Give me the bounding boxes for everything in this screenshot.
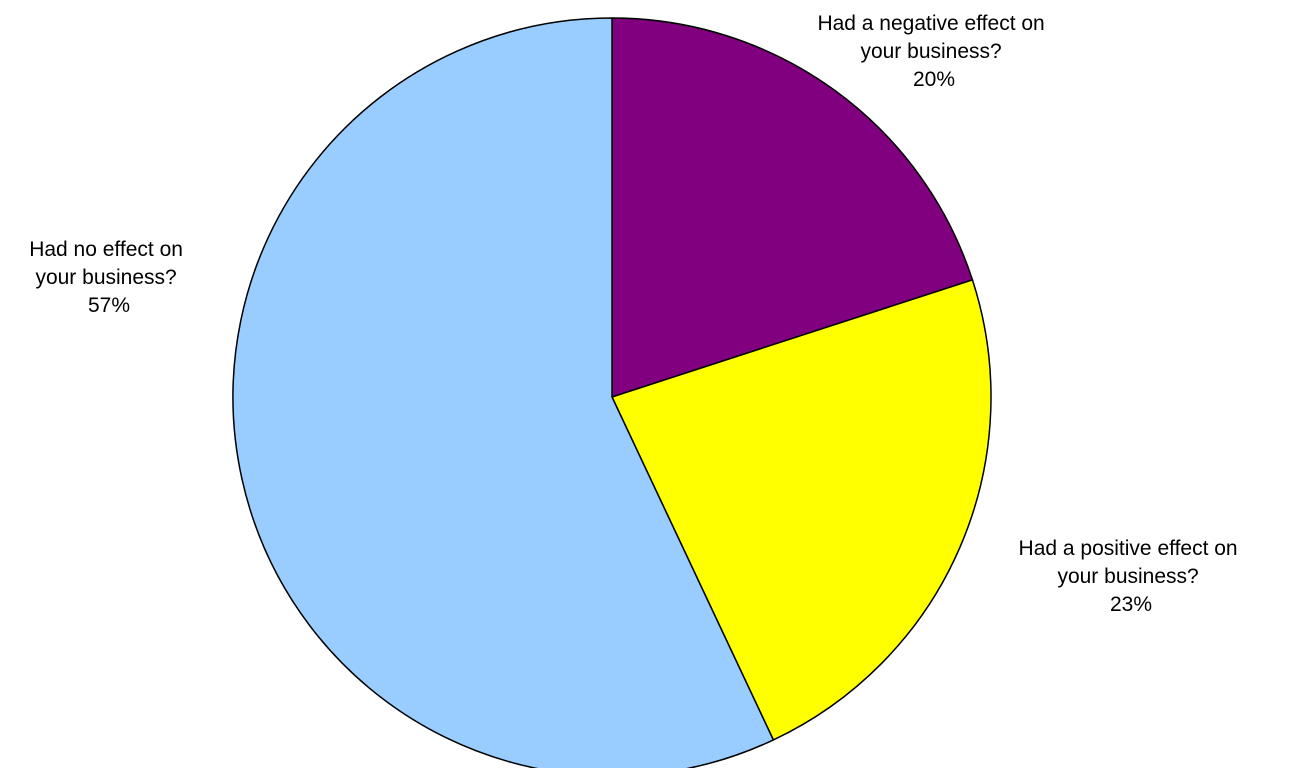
slice-label-no-effect-line-2: your business? bbox=[35, 266, 176, 289]
pie-slice-positive bbox=[611, 279, 992, 741]
slice-label-no-effect: Had no effect on your business? 57% bbox=[29, 238, 189, 317]
slice-label-positive: Had a positive effect on your business? … bbox=[1019, 537, 1244, 616]
slice-value-no-effect: 57% bbox=[88, 294, 130, 317]
pie-slices bbox=[232, 17, 992, 768]
slice-label-positive-line-2: your business? bbox=[1057, 565, 1198, 588]
slice-label-negative-line-2: your business? bbox=[860, 40, 1001, 63]
pie-slice-negative bbox=[611, 17, 974, 398]
slice-label-negative-line-1: Had a negative effect on bbox=[817, 12, 1044, 35]
pie-labels: Had a negative effect on your business? … bbox=[29, 12, 1244, 616]
slice-label-no-effect-line-1: Had no effect on bbox=[29, 238, 183, 261]
slice-value-positive: 23% bbox=[1110, 593, 1152, 616]
slice-label-positive-line-1: Had a positive effect on bbox=[1019, 537, 1238, 560]
slice-value-negative: 20% bbox=[913, 68, 955, 91]
slice-label-negative: Had a negative effect on your business? … bbox=[817, 12, 1050, 91]
pie-slice-no-effect bbox=[232, 17, 775, 768]
